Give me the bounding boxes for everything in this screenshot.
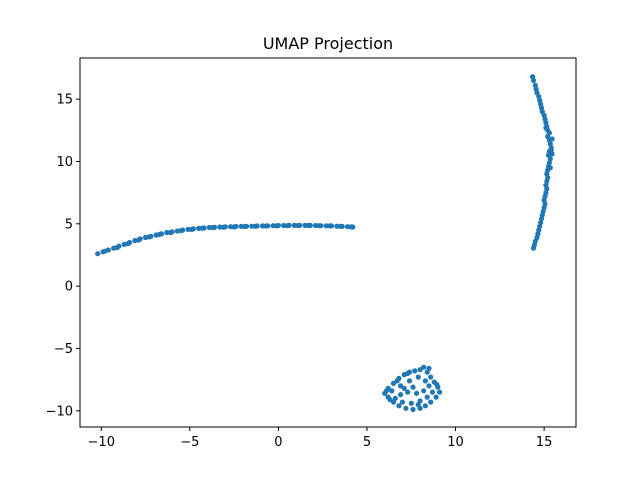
x-tick-label: −5 <box>180 435 199 450</box>
scatter-point <box>389 388 395 394</box>
scatter-point <box>543 125 549 131</box>
scatter-point <box>549 151 555 157</box>
scatter-point <box>429 389 436 395</box>
scatter-point <box>406 378 413 384</box>
scatter-point <box>263 223 269 229</box>
scatter-point <box>398 392 404 398</box>
scatter-point <box>157 231 163 237</box>
scatter-point <box>426 365 432 371</box>
scatter-point <box>547 165 553 171</box>
scatter-point <box>399 399 405 405</box>
scatter-point <box>422 403 428 409</box>
scatter-point <box>167 229 173 236</box>
scatter-point <box>396 403 402 409</box>
scatter-point <box>392 395 398 401</box>
x-tick-label: 0 <box>274 435 282 450</box>
x-axis: −10 −5 0 5 10 15 <box>88 427 553 450</box>
scatter-point <box>125 241 131 247</box>
y-tick-label: 10 <box>56 155 73 170</box>
scatter-point <box>284 223 290 229</box>
scatter-point <box>421 364 427 370</box>
x-tick-label: 15 <box>536 435 553 450</box>
plot-area-frame <box>79 57 577 428</box>
scatter-point <box>530 77 537 83</box>
scatter-point <box>405 389 411 395</box>
scatter-point <box>424 394 430 400</box>
y-tick-label: 15 <box>56 93 73 108</box>
scatter-point <box>405 370 411 376</box>
scatter-point <box>305 222 312 229</box>
scatter-point <box>295 222 301 229</box>
y-tick-label: −5 <box>54 342 73 357</box>
scatter-point <box>252 223 258 229</box>
scatter-point <box>178 228 184 234</box>
scatter-point <box>437 389 443 395</box>
scatter-point <box>146 234 152 240</box>
y-tick-label: −10 <box>46 404 73 419</box>
scatter-point <box>348 224 354 230</box>
scatter-point <box>323 223 329 229</box>
scatter-point <box>415 374 421 380</box>
scatter-point <box>434 382 440 388</box>
scatter-point <box>394 378 400 384</box>
scatter-point <box>408 400 414 406</box>
scatter-point <box>410 384 416 390</box>
scatter-point <box>206 224 212 231</box>
scatter-cluster-1 <box>95 222 356 257</box>
scatter-point <box>327 223 333 229</box>
scatter-point <box>415 402 421 408</box>
scatter-point <box>426 383 432 389</box>
scatter-point <box>412 368 418 374</box>
scatter-point <box>210 224 216 231</box>
x-tick-label: 5 <box>363 435 371 450</box>
scatter-point <box>220 224 227 230</box>
scatter-cluster-2 <box>530 74 555 251</box>
points-layer <box>95 74 555 413</box>
x-tick-label: −10 <box>88 435 115 450</box>
scatter-point <box>189 226 195 232</box>
y-axis: −10 −5 0 5 10 15 <box>46 93 80 419</box>
scatter-point <box>387 397 393 403</box>
scatter-point <box>428 399 434 405</box>
scatter-point <box>422 378 428 384</box>
scatter-point <box>421 388 427 394</box>
scatter-point <box>383 388 390 394</box>
scatter-point <box>95 251 101 257</box>
scatter-point <box>403 405 409 411</box>
scatter-point <box>428 374 434 380</box>
scatter-point <box>199 225 205 231</box>
y-tick-label: 0 <box>65 280 73 295</box>
scatter-point <box>433 394 439 400</box>
scatter-point <box>337 223 343 229</box>
scatter-point <box>549 136 555 142</box>
scatter-point <box>316 223 322 229</box>
scatter-point <box>242 223 248 230</box>
scatter-point <box>231 224 237 230</box>
x-tick-label: 10 <box>447 435 464 450</box>
chart-title: UMAP Projection <box>263 34 393 53</box>
scatter-point <box>530 245 537 251</box>
scatter-point <box>114 244 120 251</box>
scatter-point <box>410 406 416 413</box>
scatter-point <box>102 248 108 254</box>
y-tick-label: 5 <box>65 217 73 232</box>
scatter-point <box>401 385 407 391</box>
scatter-point <box>274 223 280 229</box>
scatter-point <box>135 237 142 243</box>
scatter-point <box>414 390 420 396</box>
scatter-cluster-3 <box>382 364 443 413</box>
